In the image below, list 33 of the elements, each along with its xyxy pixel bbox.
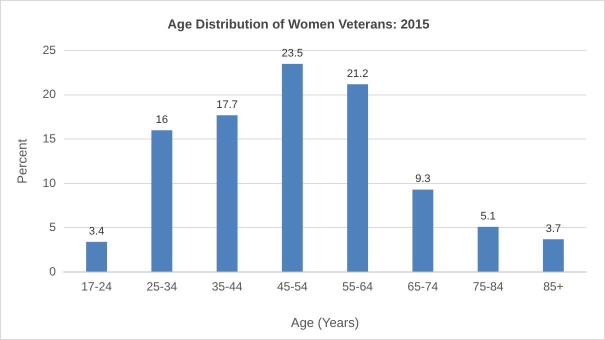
data-label: 23.5 (282, 47, 304, 60)
bar (151, 130, 172, 272)
y-tick-label: 25 (42, 42, 56, 57)
bar (542, 239, 564, 272)
y-tick-label: 10 (42, 176, 56, 190)
data-label: 21.2 (346, 68, 368, 80)
data-label: 16 (156, 114, 168, 126)
data-label: 3.7 (546, 222, 562, 235)
x-tick-label: 55-64 (342, 280, 374, 294)
bar (216, 115, 238, 272)
y-tick-label: 20 (42, 87, 56, 102)
bar (412, 190, 434, 272)
y-tick-label: 0 (49, 264, 56, 278)
bar (478, 226, 499, 272)
data-label: 17.7 (216, 98, 238, 111)
data-label: 5.1 (480, 210, 496, 222)
x-tick-label: 45-54 (276, 280, 308, 294)
y-tick-label: 15 (42, 131, 56, 146)
x-tick-label: 85+ (543, 280, 564, 294)
x-tick-label: 75-84 (472, 280, 504, 294)
data-label: 3.4 (88, 225, 104, 238)
x-tick-label: 25-34 (146, 280, 178, 294)
x-tick-label: 35-44 (212, 280, 243, 294)
bar (347, 84, 368, 272)
x-tick-label: 65-74 (408, 280, 439, 294)
bar (282, 64, 303, 272)
x-axis-title: Age (Years) (290, 314, 360, 330)
chart-title: Age Distribution of Women Veterans: 2015 (168, 16, 430, 32)
data-label: 9.3 (415, 173, 431, 186)
x-tick-label: 17-24 (81, 280, 112, 294)
bar (86, 242, 108, 272)
y-axis-title: Percent (14, 138, 30, 184)
y-tick-label: 5 (49, 220, 56, 234)
